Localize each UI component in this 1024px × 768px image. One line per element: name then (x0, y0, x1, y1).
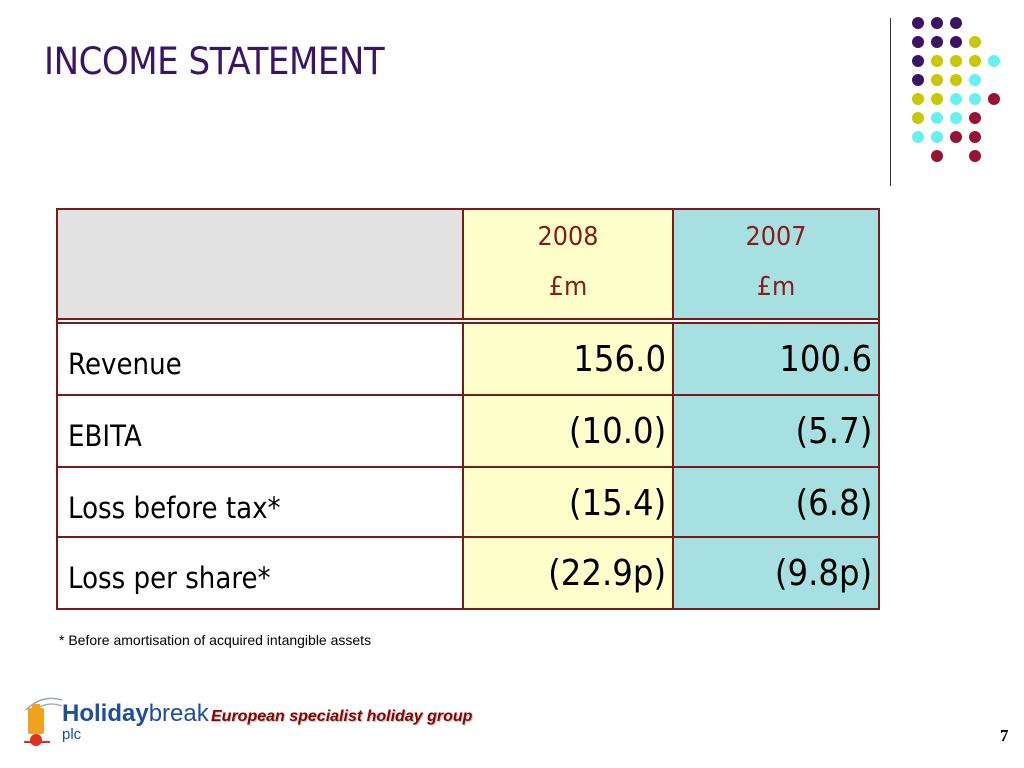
row-label: Revenue (58, 324, 464, 396)
row-label: Loss per share* (58, 538, 464, 608)
value-2008: (10.0) (464, 396, 674, 468)
header-separator (58, 318, 878, 324)
dot-purple (912, 74, 924, 86)
dot-lime (931, 55, 943, 67)
row-label: EBITA (58, 396, 464, 468)
value-2007: (6.8) (674, 468, 878, 540)
dot-purple (950, 17, 962, 29)
table-header-2008: 2008 £m (464, 210, 674, 318)
dot-cyan (912, 131, 924, 143)
income-statement-table: 2008 £m 2007 £m Revenue 156.0 100.6 EBIT… (56, 208, 880, 610)
logo-wordmark: Holidaybreak (62, 700, 209, 727)
dot-lime (912, 112, 924, 124)
dot-cyan (950, 112, 962, 124)
dot-purple (950, 36, 962, 48)
dot-purple (912, 17, 924, 29)
dot-maroon (988, 93, 1000, 105)
dot-lime (912, 93, 924, 105)
dot-maroon (969, 131, 981, 143)
page-number: 7 (1000, 726, 1009, 745)
column-year-2007: 2007 (745, 222, 807, 252)
title-divider-line (890, 18, 891, 186)
dot-lime (931, 74, 943, 86)
dot-lime (950, 55, 962, 67)
logo-icon (24, 697, 62, 746)
company-tagline: European specialist holiday group (211, 708, 473, 725)
dot-cyan (969, 74, 981, 86)
value-2008: (22.9p) (464, 538, 674, 608)
logo-plc: plc (62, 726, 82, 743)
column-year-2008: 2008 (537, 222, 599, 252)
dot-cyan (931, 131, 943, 143)
dot-lime (931, 93, 943, 105)
dot-cyan (931, 112, 943, 124)
value-2007: (9.8p) (674, 538, 878, 608)
dot-maroon (969, 112, 981, 124)
dot-maroon (969, 150, 981, 162)
dot-purple (931, 36, 943, 48)
table-row: Loss before tax* (15.4) (6.8) (58, 468, 878, 540)
column-unit-2007: £m (756, 272, 796, 302)
dot-purple (931, 17, 943, 29)
value-2007: (5.7) (674, 396, 878, 468)
row-separator (58, 466, 878, 468)
slide-title: INCOME STATEMENT (44, 40, 385, 83)
row-separator (58, 394, 878, 396)
dot-lime (950, 74, 962, 86)
holidaybreak-logo: Holidaybreak plc (22, 690, 209, 748)
table-header-blank-cell (58, 210, 464, 318)
value-2007: 100.6 (674, 324, 878, 396)
value-2008: (15.4) (464, 468, 674, 540)
table-row: Loss per share* (22.9p) (9.8p) (58, 538, 878, 608)
dot-maroon (950, 131, 962, 143)
dot-cyan (969, 93, 981, 105)
table-header-2007: 2007 £m (674, 210, 878, 318)
dot-cyan (950, 93, 962, 105)
table-row: EBITA (10.0) (5.7) (58, 396, 878, 468)
dot-purple (912, 36, 924, 48)
value-2008: 156.0 (464, 324, 674, 396)
row-label: Loss before tax* (58, 468, 464, 540)
dot-purple (912, 55, 924, 67)
dot-lime (969, 36, 981, 48)
dot-lime (969, 55, 981, 67)
dot-maroon (931, 150, 943, 162)
table-row: Revenue 156.0 100.6 (58, 324, 878, 396)
row-separator (58, 536, 878, 538)
dot-cyan (988, 55, 1000, 67)
footnote: * Before amortisation of acquired intang… (59, 632, 372, 648)
column-unit-2008: £m (548, 272, 588, 302)
